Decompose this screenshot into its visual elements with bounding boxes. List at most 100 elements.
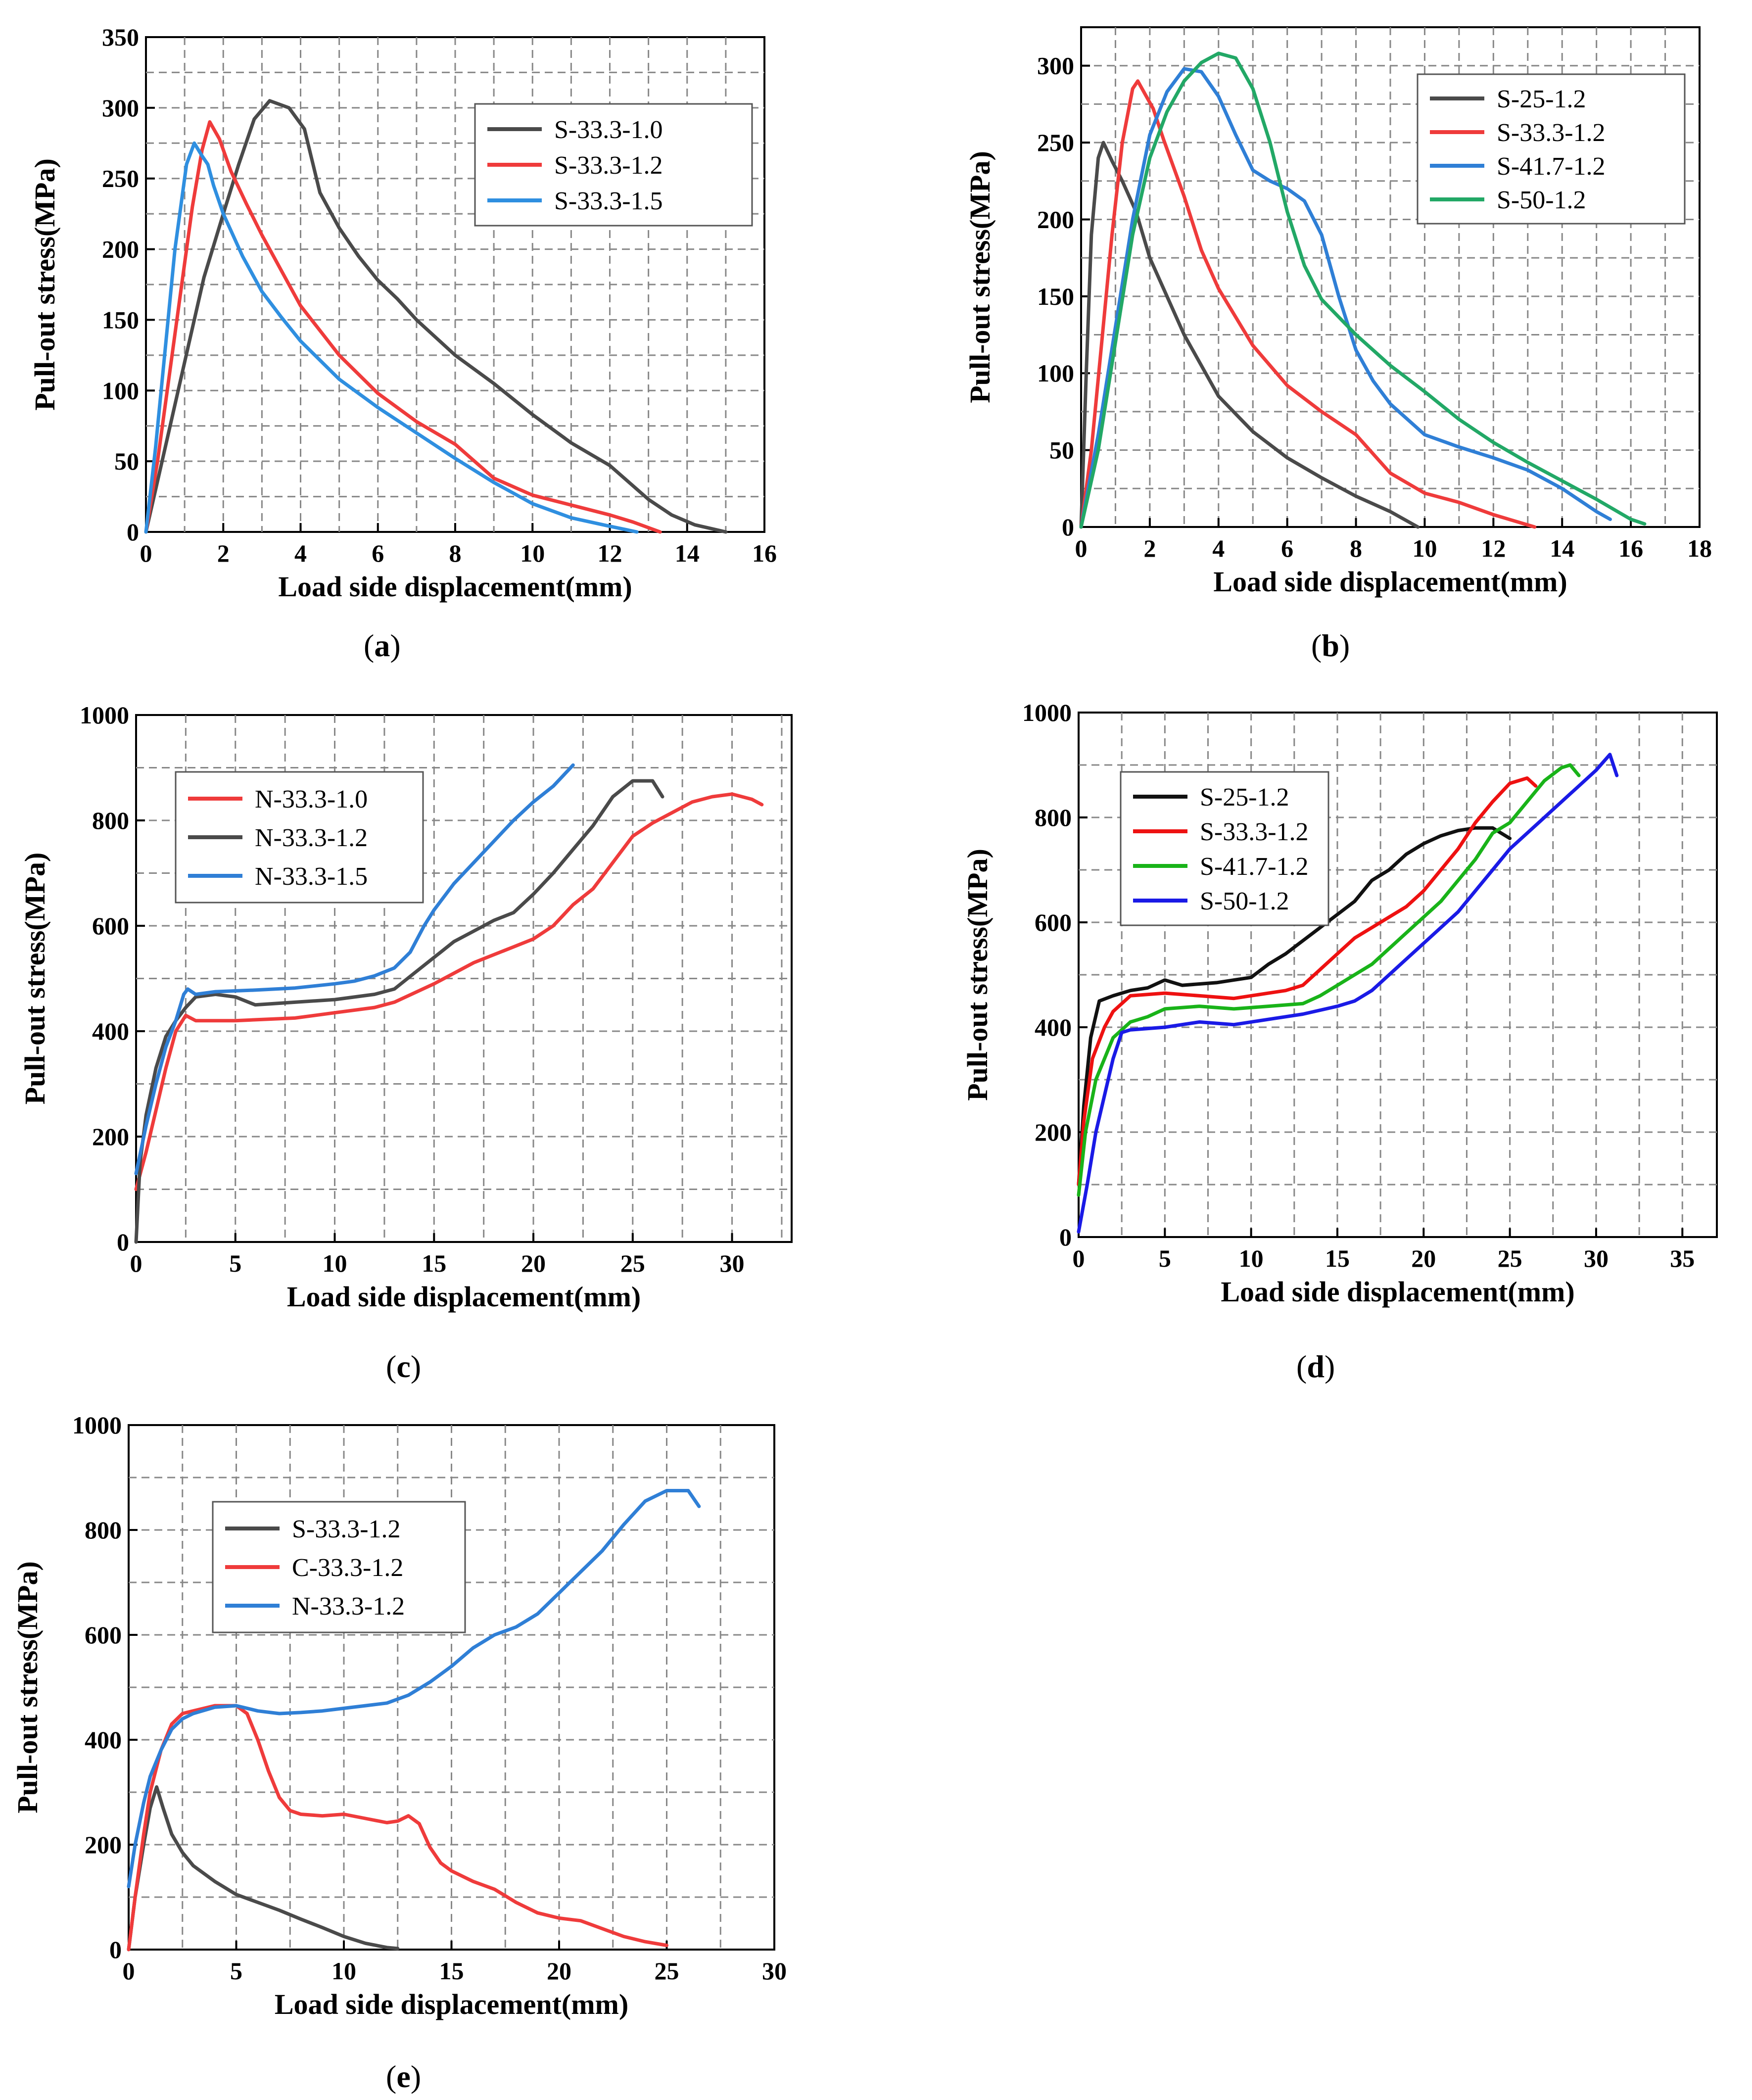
y-tick-label: 250	[1037, 129, 1074, 156]
series-line-S-50-1.2	[1079, 51, 1647, 529]
x-tick-label: 35	[1670, 1244, 1695, 1272]
x-tick-label: 20	[521, 1249, 546, 1277]
series-line-S-41.7-1.2	[1077, 763, 1581, 1197]
x-tick-label: 25	[655, 1957, 679, 1985]
x-tick-label: 15	[1325, 1244, 1350, 1272]
y-axis-title: Pull-out stress(MPa)	[19, 853, 51, 1105]
y-tick-label: 100	[1037, 359, 1074, 387]
y-tick-label: 200	[102, 236, 139, 263]
x-tick-label: 20	[547, 1957, 571, 1985]
x-tick-label: 8	[1350, 534, 1362, 562]
legend-entry: S-50-1.2	[1497, 186, 1586, 214]
y-tick-label: 50	[114, 447, 139, 475]
x-tick-label: 10	[1412, 534, 1437, 562]
chart-a: 0 2 4 6 8 10 12 14 16 0 50 100 150 200 250 300 350 Load s…	[29, 23, 777, 603]
x-tick-label: 10	[1239, 1244, 1264, 1272]
x-tick-label: 2	[1143, 534, 1156, 562]
series-line-C-33.3-1.2	[127, 1704, 668, 1952]
series-line-S-33.3-1.5	[144, 141, 639, 534]
chart-b: 0 2 4 6 8 10 12 14 16 18 0 50 100 150 200 250 300 Load si…	[964, 26, 1712, 598]
x-tick-label: 4	[294, 539, 307, 567]
y-tick-label: 150	[1037, 283, 1074, 310]
x-tick-label: 14	[1550, 534, 1574, 562]
x-tick-label: 0	[1073, 1244, 1085, 1272]
series-line-N-33.3-1.5	[134, 763, 575, 1176]
y-tick-label: 600	[85, 1621, 122, 1649]
chart-e: 0 5 10 15 20 25 30 0 200 400 600 800 1000 Load side d…	[11, 1411, 787, 2020]
legend-entry: S-25-1.2	[1200, 783, 1289, 811]
legend-entry: S-33.3-1.5	[554, 187, 663, 215]
legend-entry: S-41.7-1.2	[1200, 853, 1309, 881]
x-axis-title: Load side displacement(mm)	[1221, 1276, 1574, 1308]
y-tick-label: 400	[92, 1017, 129, 1045]
y-tick-label: 800	[1035, 804, 1072, 831]
series-line-S-25-1.2	[1077, 826, 1512, 1187]
y-tick-label: 0	[1062, 513, 1074, 541]
x-tick-label: 12	[1481, 534, 1506, 562]
x-axis-title: Load side displacement(mm)	[275, 1988, 628, 2020]
x-tick-label: 6	[372, 539, 384, 567]
series-line-S-33.3-1.2	[127, 1785, 400, 1952]
series-line-S-33.3-1.2	[1079, 79, 1537, 529]
y-tick-label: 600	[1035, 908, 1072, 936]
y-tick-label: 300	[1037, 52, 1074, 80]
legend: N-33.3-1.0 N-33.3-1.2 N-33.3-1.5	[175, 771, 424, 904]
x-tick-label: 25	[620, 1249, 645, 1277]
y-axis-title: Pull-out stress(MPa)	[964, 151, 996, 403]
legend-entry: S-33.3-1.0	[554, 116, 663, 144]
y-axis-title: Pull-out stress(MPa)	[961, 849, 994, 1101]
y-tick-label: 200	[1037, 205, 1074, 233]
x-tick-label: 15	[439, 1957, 464, 1985]
y-axis-title: Pull-out stress(MPa)	[11, 1561, 44, 1814]
legend: S-25-1.2 S-33.3-1.2 S-41.7-1.2 S-50-1.2	[1417, 73, 1686, 225]
legend-entry: N-33.3-1.2	[255, 824, 368, 852]
y-tick-label: 0	[1059, 1223, 1072, 1251]
legend: S-33.3-1.0 S-33.3-1.2 S-33.3-1.5	[474, 103, 753, 227]
panel-label-e: (e)	[386, 2059, 422, 2094]
x-tick-label: 15	[422, 1249, 446, 1277]
x-tick-label: 30	[762, 1957, 787, 1985]
x-tick-label: 12	[598, 539, 622, 567]
y-tick-label: 1000	[72, 1411, 122, 1439]
legend-entry: S-25-1.2	[1497, 85, 1586, 113]
x-tick-label: 16	[752, 539, 777, 567]
y-tick-label: 400	[1035, 1013, 1072, 1041]
panel-label-d: (d)	[1296, 1349, 1335, 1384]
y-tick-label: 0	[117, 1228, 129, 1256]
legend-entry: S-50-1.2	[1200, 887, 1289, 915]
x-tick-label: 4	[1212, 534, 1225, 562]
y-tick-label: 0	[109, 1936, 122, 1963]
x-axis-title: Load side displacement(mm)	[1213, 566, 1567, 598]
x-tick-label: 30	[720, 1249, 745, 1277]
x-axis-title: Load side displacement(mm)	[287, 1281, 641, 1313]
x-tick-label: 20	[1411, 1244, 1436, 1272]
legend-entry: S-33.3-1.2	[1200, 818, 1309, 846]
x-tick-label: 2	[217, 539, 230, 567]
y-tick-label: 600	[92, 912, 129, 940]
series-line-N-33.3-1.0	[134, 792, 764, 1191]
x-tick-label: 5	[229, 1249, 241, 1277]
x-axis-title: Load side displacement(mm)	[278, 571, 632, 603]
y-tick-label: 200	[85, 1831, 122, 1859]
series-line-S-33.3-1.2	[144, 120, 662, 534]
legend-entry: S-33.3-1.2	[292, 1515, 401, 1543]
legend-entry: S-33.3-1.2	[554, 151, 663, 180]
y-tick-label: 200	[1035, 1118, 1072, 1146]
y-tick-label: 200	[92, 1123, 129, 1150]
legend-entry: N-33.3-1.0	[255, 785, 368, 813]
y-tick-label: 300	[102, 94, 139, 122]
series-line-S-50-1.2	[1077, 753, 1619, 1234]
panel-label-c: (c)	[386, 1349, 422, 1384]
legend-entry: S-33.3-1.2	[1497, 119, 1606, 147]
x-tick-label: 0	[130, 1249, 142, 1277]
y-axis-title: Pull-out stress(MPa)	[29, 158, 61, 411]
x-tick-label: 0	[140, 539, 152, 567]
x-tick-label: 0	[1075, 534, 1088, 562]
x-tick-label: 14	[675, 539, 700, 567]
series-line-N-33.3-1.2	[127, 1489, 701, 1889]
series-line-S-25-1.2	[1079, 141, 1420, 529]
legend: S-33.3-1.2 C-33.3-1.2 N-33.3-1.2	[212, 1501, 466, 1633]
x-tick-label: 5	[1159, 1244, 1171, 1272]
y-tick-label: 800	[92, 807, 129, 834]
